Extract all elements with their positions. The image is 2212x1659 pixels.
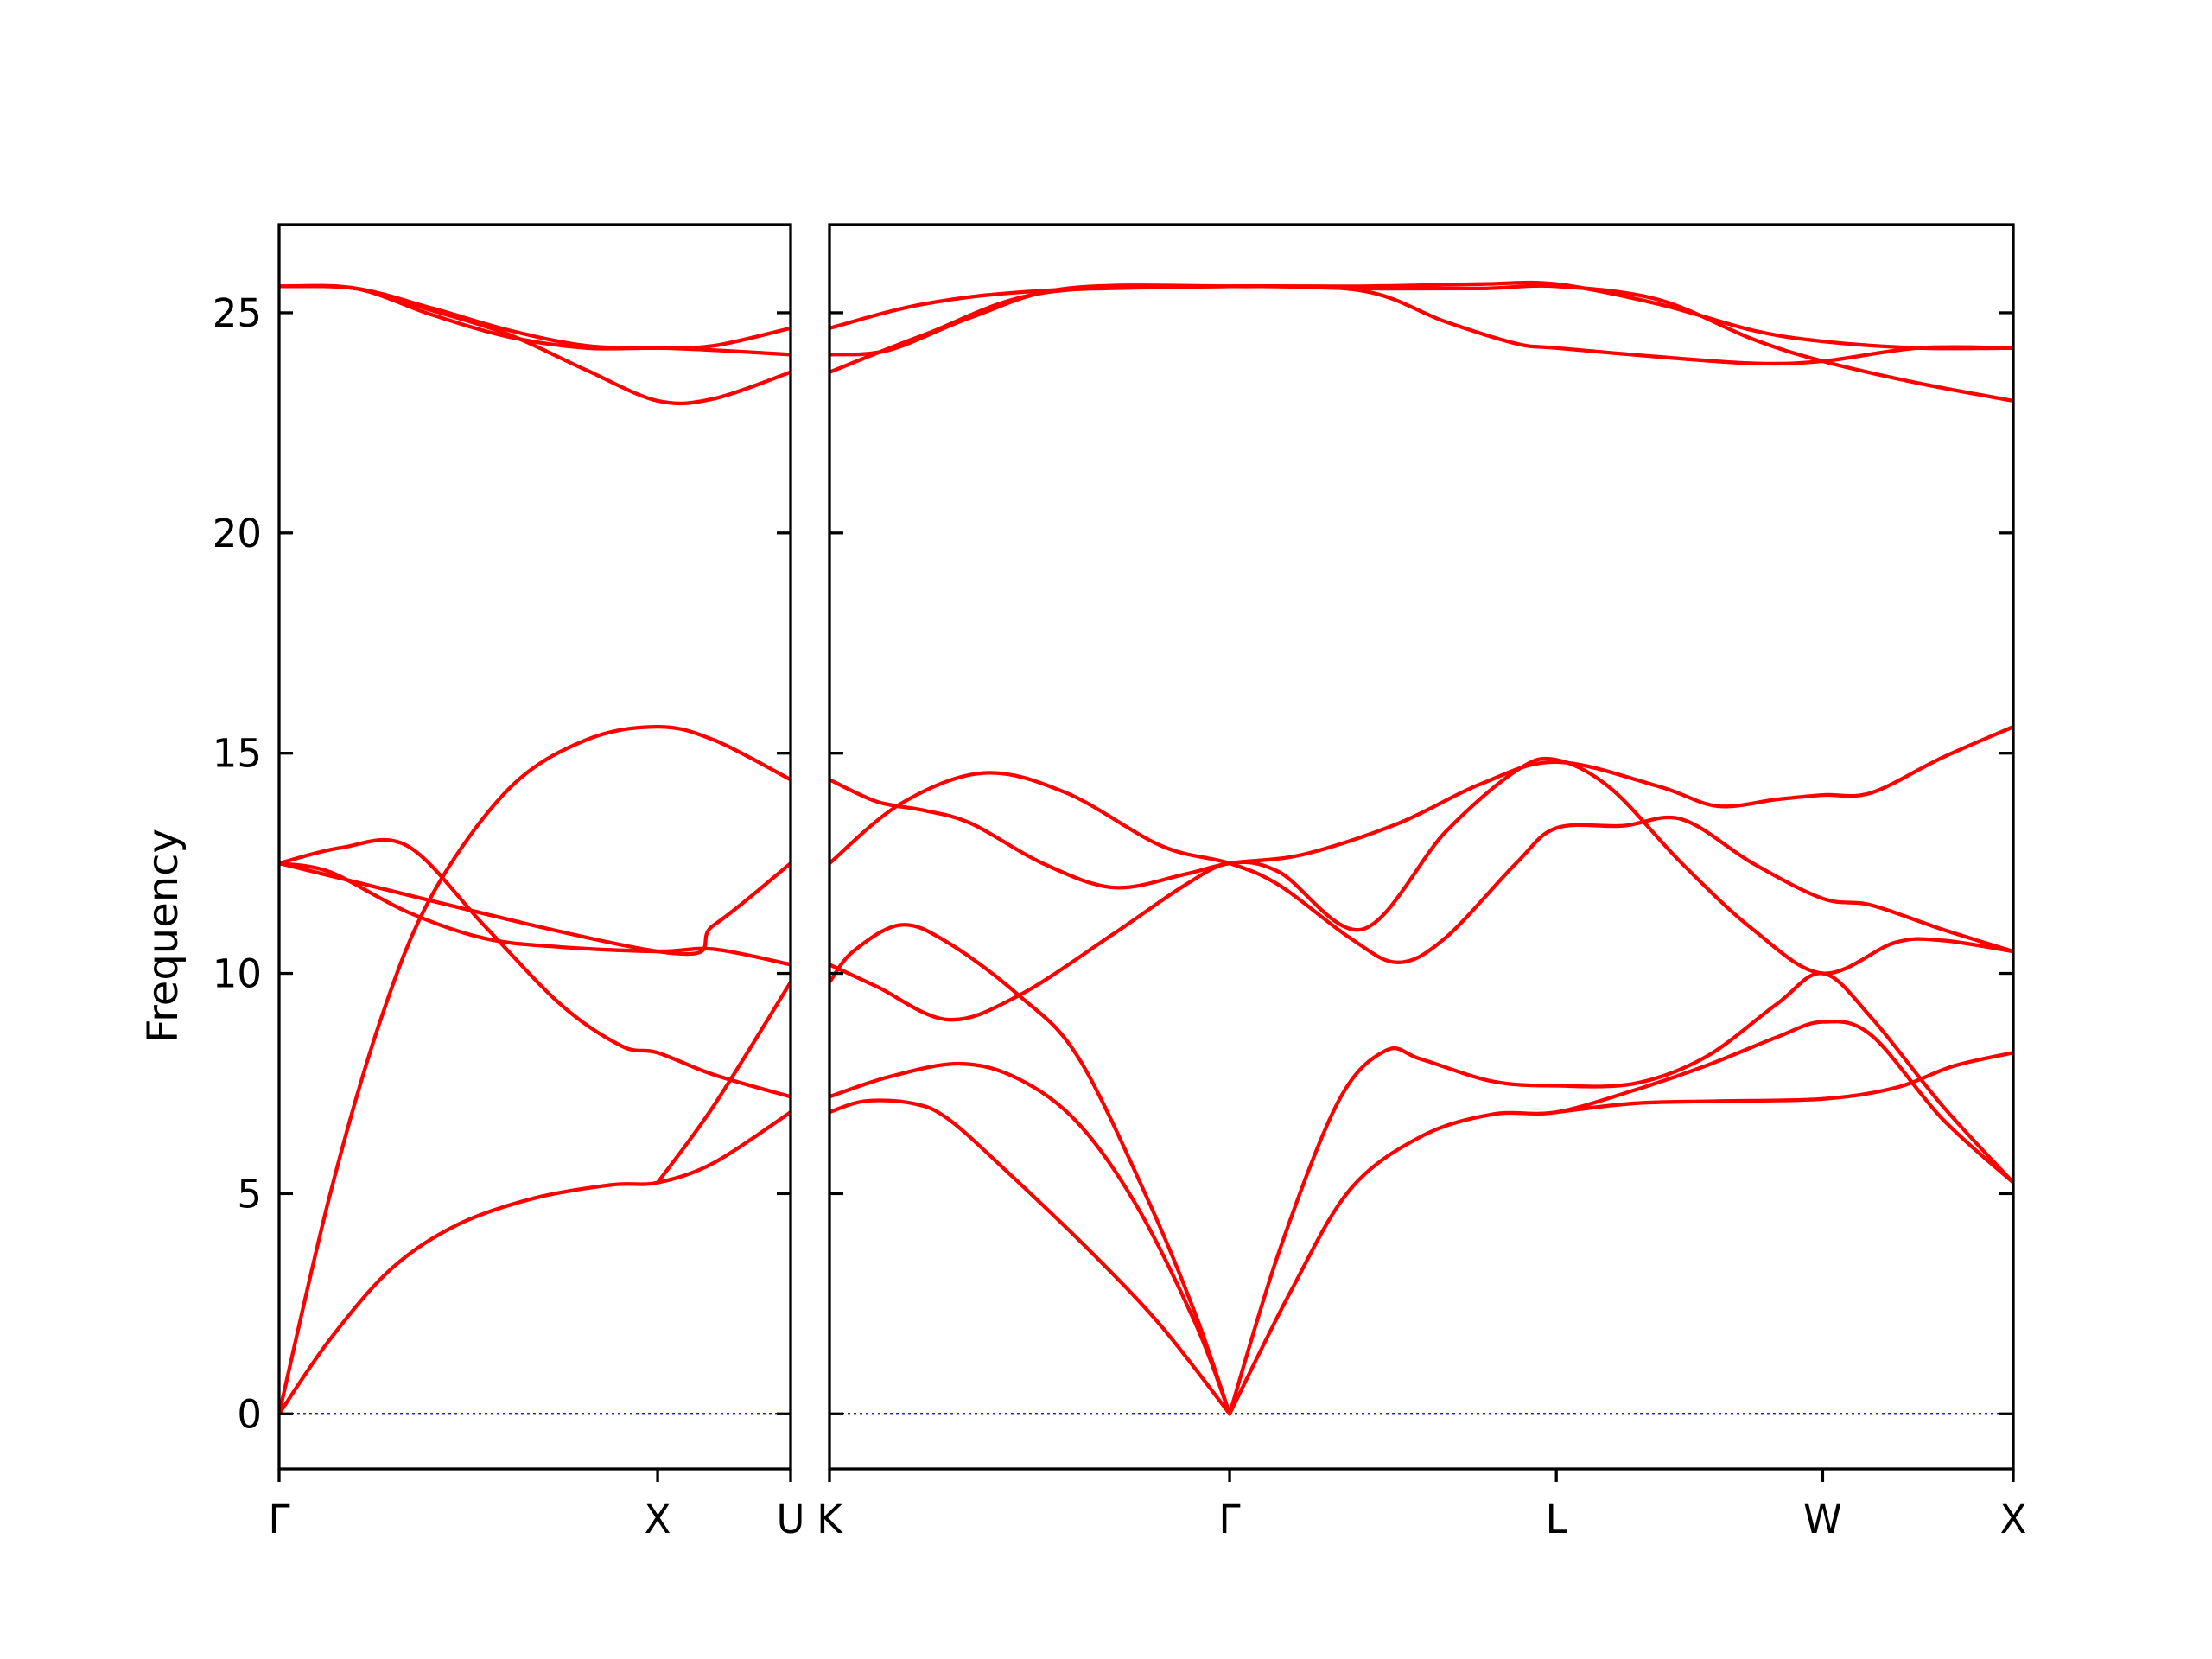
panels: 0 5 10 15 20 25 Γ X U K Γ L W X <box>213 223 2027 1542</box>
band-1-4 <box>279 724 791 1416</box>
band-1-8 <box>279 861 791 957</box>
y-tick-label: 5 <box>237 1171 262 1217</box>
band-1-5 <box>279 837 791 1099</box>
band-2-4 <box>830 724 2013 890</box>
plot-frame <box>277 223 792 1471</box>
x-tick-label: U <box>777 1497 805 1542</box>
band-2-8 <box>830 1061 1232 1416</box>
y-tick-label: 20 <box>213 511 262 556</box>
band-2-10 <box>1227 971 2013 1416</box>
x-tick-label: W <box>1803 1497 1842 1542</box>
y-tick-label: 0 <box>237 1391 262 1437</box>
band-1-3 <box>279 284 791 351</box>
x-tick-label: L <box>1546 1497 1567 1542</box>
band-2-12 <box>1554 1051 2013 1115</box>
band-2-5 <box>830 771 2013 964</box>
x-tick-label: Γ <box>1219 1497 1241 1542</box>
plot-frame <box>828 223 2015 1471</box>
band-2-9 <box>830 1098 1232 1416</box>
band-group <box>830 280 2013 1416</box>
band-2-2 <box>830 283 2013 366</box>
y-tick-label: 10 <box>213 951 262 997</box>
x-tick-label: K <box>817 1497 843 1542</box>
band-2-11 <box>1227 1020 2013 1416</box>
band-1-6 <box>279 861 791 967</box>
band-2-7 <box>830 923 1232 1416</box>
band-1-7 <box>279 1109 791 1416</box>
x-tick-label: X <box>2000 1497 2027 1542</box>
band-group <box>279 283 791 1416</box>
y-tick-label: 15 <box>213 731 262 777</box>
band-2-1 <box>830 280 2013 351</box>
band-1-9 <box>655 980 791 1185</box>
x-tick-label: X <box>645 1497 671 1542</box>
y-axis-label: Frequency <box>139 829 188 1043</box>
x-tick-label: Γ <box>268 1497 289 1542</box>
panel-1: 0 5 10 15 20 25 Γ X U <box>213 223 805 1542</box>
y-tick-label: 25 <box>213 290 262 336</box>
band-2-3 <box>830 283 2013 404</box>
